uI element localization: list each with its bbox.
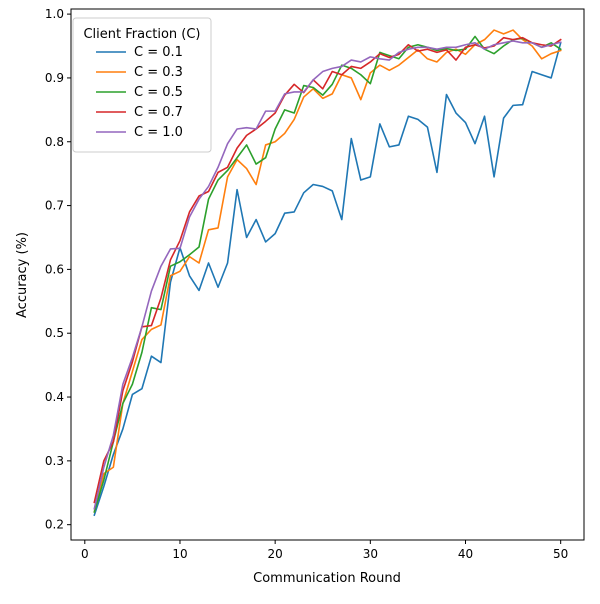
y-tick-label: 0.4 (45, 390, 64, 404)
y-tick-label: 0.8 (45, 135, 64, 149)
x-tick-label: 30 (363, 547, 378, 561)
series-lines (93, 29, 562, 517)
legend-entries: C = 0.1 C = 0.3 C = 0.5 C = 0.7 C = 1.0 (96, 45, 183, 140)
legend-label-4: C = 1.0 (134, 125, 183, 140)
y-axis-ticks: 0.2 0.3 0.4 0.5 0.6 0.7 0.8 0.9 1.0 (45, 7, 71, 532)
y-tick-label: 0.6 (45, 262, 64, 276)
x-tick-label: 20 (268, 547, 283, 561)
legend-label-0: C = 0.1 (134, 45, 183, 60)
series-line-1 (93, 29, 562, 513)
legend-label-2: C = 0.5 (134, 85, 183, 100)
legend: Client Fraction (C) C = 0.1C = 0.3C = 0.… (72, 17, 212, 153)
y-tick-label: 0.7 (45, 199, 64, 213)
y-tick-label: 1.0 (45, 7, 64, 21)
plot-frame (70, 8, 585, 541)
y-axis-label: Accuracy (%) (15, 232, 30, 318)
legend-label-1: C = 0.3 (134, 65, 183, 80)
x-tick-label: 10 (172, 547, 187, 561)
legend-label-3: C = 0.7 (134, 105, 183, 120)
series-line-4 (93, 40, 562, 510)
y-tick-label: 0.5 (45, 326, 64, 340)
x-tick-label: 40 (458, 547, 473, 561)
x-tick-label: 0 (81, 547, 89, 561)
y-tick-label: 0.3 (45, 454, 64, 468)
x-tick-label: 50 (553, 547, 568, 561)
series-line-0 (93, 41, 562, 517)
y-tick-label: 0.9 (45, 71, 64, 85)
y-tick-label: 0.2 (45, 518, 64, 532)
x-axis-ticks: 0 10 20 30 40 50 (81, 540, 568, 561)
legend-title: Client Fraction (C) (83, 27, 200, 42)
x-axis-label: Communication Round (253, 571, 401, 586)
